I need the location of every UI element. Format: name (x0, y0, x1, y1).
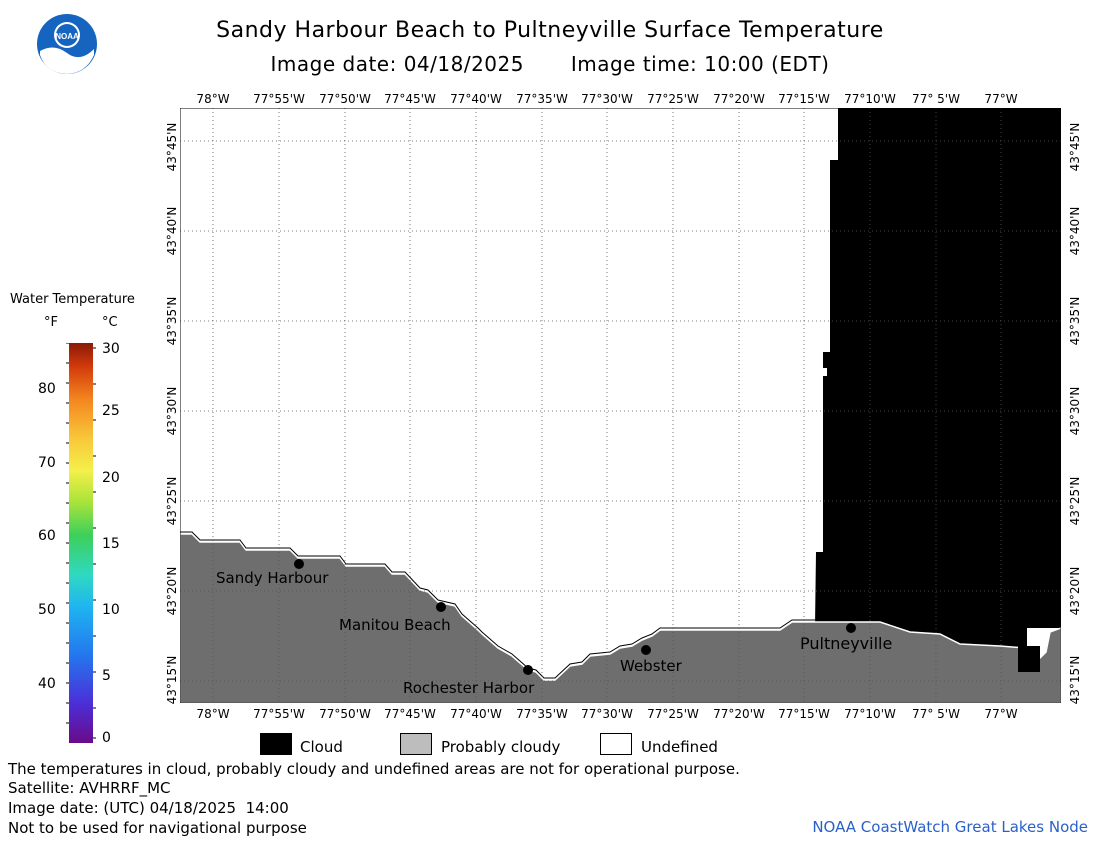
graticule (180, 108, 1061, 703)
lon-label-top: 77°25'W (647, 92, 699, 106)
c-tick: 25 (102, 403, 120, 419)
temperature-map (180, 108, 1061, 703)
map-subtitle: Image date: 04/18/2025 Image time: 10:00… (0, 52, 1100, 76)
cloud-area (815, 108, 1061, 672)
lon-label-top: 77°55'W (253, 92, 305, 106)
satellite-text: Satellite: AVHRRF_MC (8, 779, 171, 797)
lon-label-top: 77°30'W (581, 92, 633, 106)
lon-label-bottom: 77°35'W (516, 707, 568, 721)
lat-label-left: 43°20'N (165, 566, 179, 616)
lat-label-right: 43°15'N (1068, 655, 1082, 705)
colorbar-title: Water Temperature (10, 292, 135, 307)
utc-date-text: Image date: (UTC) 04/18/2025 14:00 (8, 799, 289, 817)
lat-label-right: 43°20'N (1068, 566, 1082, 616)
colorbar-ticks (66, 343, 96, 739)
lon-label-top: 77°20'W (713, 92, 765, 106)
marker-sandy-harbour (294, 559, 304, 569)
lon-label-bottom: 77° 5'W (912, 707, 960, 721)
label-sandy-harbour: Sandy Harbour (216, 569, 329, 587)
c-tick: 10 (102, 602, 120, 618)
label-pultneyville: Pultneyville (800, 634, 893, 653)
image-time: Image time: 10:00 (EDT) (570, 52, 830, 76)
lat-label-left: 43°40'N (165, 206, 179, 256)
lon-label-top: 77°45'W (384, 92, 436, 106)
lon-label-top: 77°10'W (844, 92, 896, 106)
lat-label-left: 43°15'N (165, 655, 179, 705)
lat-label-left: 43°35'N (165, 296, 179, 346)
lon-label-top: 77°35'W (516, 92, 568, 106)
lat-label-right: 43°30'N (1068, 386, 1082, 436)
label-manitou-beach: Manitou Beach (339, 616, 451, 634)
f-tick: 80 (38, 381, 56, 397)
lon-label-top: 77° 5'W (912, 92, 960, 106)
lon-label-bottom: 77°40'W (450, 707, 502, 721)
lon-label-bottom: 77°10'W (844, 707, 896, 721)
credit-text: NOAA CoastWatch Great Lakes Node (812, 818, 1088, 836)
lat-label-right: 43°25'N (1068, 476, 1082, 526)
c-tick: 0 (102, 730, 111, 746)
lon-label-bottom: 78°W (196, 707, 230, 721)
unit-celsius: °C (102, 315, 118, 330)
marker-manitou-beach (436, 602, 446, 612)
lat-label-left: 43°45'N (165, 122, 179, 172)
c-tick: 5 (102, 668, 111, 684)
legend-label-cloud: Cloud (300, 738, 343, 756)
legend-swatch-cloud (260, 733, 292, 755)
lon-label-top: 77°15'W (778, 92, 830, 106)
lon-label-top: 78°W (196, 92, 230, 106)
temperature-colorbar (69, 343, 93, 743)
lon-label-top: 77°40'W (450, 92, 502, 106)
f-tick: 60 (38, 528, 56, 544)
lon-label-bottom: 77°45'W (384, 707, 436, 721)
f-tick: 40 (38, 676, 56, 692)
image-date: Image date: 04/18/2025 (270, 52, 524, 76)
lat-label-left: 43°25'N (165, 476, 179, 526)
disclaimer-text: The temperatures in cloud, probably clou… (8, 760, 740, 778)
legend-swatch-undefined (600, 733, 632, 755)
map-title: Sandy Harbour Beach to Pultneyville Surf… (216, 18, 884, 43)
c-tick: 20 (102, 470, 120, 486)
navigation-warning: Not to be used for navigational purpose (8, 819, 307, 837)
c-tick: 30 (102, 341, 120, 357)
lon-label-bottom: 77°25'W (647, 707, 699, 721)
city-markers (294, 559, 856, 675)
legend-label-probably-cloudy: Probably cloudy (441, 738, 561, 756)
label-rochester-harbor: Rochester Harbor (403, 679, 535, 697)
lon-label-bottom: 77°15'W (778, 707, 830, 721)
noaa-logo: NOAA (36, 13, 98, 75)
marker-pultneyville (846, 623, 856, 633)
marker-rochester-harbor (523, 665, 533, 675)
label-webster: Webster (620, 657, 682, 675)
f-tick: 70 (38, 455, 56, 471)
lat-label-right: 43°40'N (1068, 206, 1082, 256)
legend-swatch-probably-cloudy (400, 733, 432, 755)
c-tick: 15 (102, 536, 120, 552)
lon-label-top: 77°W (984, 92, 1018, 106)
lon-label-bottom: 77°30'W (581, 707, 633, 721)
lat-label-right: 43°35'N (1068, 296, 1082, 346)
logo-text: NOAA (55, 32, 79, 41)
lon-label-bottom: 77°55'W (253, 707, 305, 721)
legend-label-undefined: Undefined (641, 738, 718, 756)
cloud-land-patch (1018, 646, 1040, 672)
lat-label-left: 43°30'N (165, 386, 179, 436)
unit-fahrenheit: °F (44, 315, 58, 330)
lon-label-bottom: 77°20'W (713, 707, 765, 721)
coastline (180, 531, 815, 679)
lon-label-top: 77°50'W (319, 92, 371, 106)
lon-label-bottom: 77°50'W (319, 707, 371, 721)
marker-webster (641, 645, 651, 655)
lat-label-right: 43°45'N (1068, 122, 1082, 172)
f-tick: 50 (38, 602, 56, 618)
lon-label-bottom: 77°W (984, 707, 1018, 721)
